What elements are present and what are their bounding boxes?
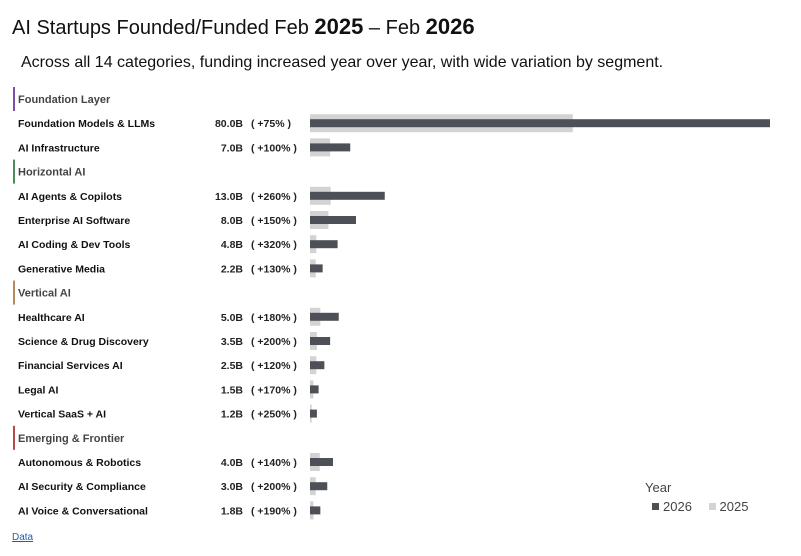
legend: Year 2026 2025 bbox=[645, 480, 754, 514]
change-label-financial-services-ai: ( +120% ) bbox=[251, 360, 297, 372]
value-label-ai-agents-copilots: 13.0B bbox=[215, 191, 243, 203]
value-label-ai-voice-conversational: 1.8B bbox=[221, 505, 244, 517]
category-label-foundation-models-llms: Foundation Models & LLMs bbox=[18, 118, 155, 130]
change-label-ai-voice-conversational: ( +190% ) bbox=[251, 505, 297, 517]
category-label-ai-agents-copilots: AI Agents & Copilots bbox=[18, 191, 122, 203]
change-label-legal-ai: ( +170% ) bbox=[251, 384, 297, 396]
category-label-enterprise-ai-software: Enterprise AI Software bbox=[18, 215, 130, 227]
change-label-ai-agents-copilots: ( +260% ) bbox=[251, 191, 297, 203]
bar-2026-healthcare-ai[interactable] bbox=[310, 312, 339, 321]
chart-title: AI Startups Founded/Funded Feb 2025 – Fe… bbox=[12, 14, 475, 40]
value-label-financial-services-ai: 2.5B bbox=[221, 360, 244, 372]
value-label-science-drug-discovery: 3.5B bbox=[221, 336, 244, 348]
bar-2026-ai-agents-copilots[interactable] bbox=[310, 191, 385, 200]
value-label-autonomous-robotics: 4.0B bbox=[221, 457, 244, 469]
bar-2026-generative-media[interactable] bbox=[310, 264, 323, 273]
title-year-end: 2026 bbox=[425, 14, 475, 39]
category-label-generative-media: Generative Media bbox=[18, 263, 105, 275]
legend-label-2026: 2026 bbox=[663, 499, 692, 514]
value-label-vertical-saas-ai: 1.2B bbox=[221, 409, 244, 421]
group-label-horizontal-ai: Horizontal AI bbox=[18, 167, 85, 179]
category-label-financial-services-ai: Financial Services AI bbox=[18, 360, 123, 372]
bar-2026-ai-voice-conversational[interactable] bbox=[310, 506, 321, 515]
change-label-healthcare-ai: ( +180% ) bbox=[251, 312, 297, 324]
value-label-enterprise-ai-software: 8.0B bbox=[221, 215, 244, 227]
category-label-ai-security-compliance: AI Security & Compliance bbox=[18, 481, 146, 493]
category-label-ai-infrastructure: AI Infrastructure bbox=[18, 142, 100, 154]
change-label-enterprise-ai-software: ( +150% ) bbox=[251, 215, 297, 227]
legend-item-2025[interactable]: 2025 bbox=[708, 499, 749, 514]
change-label-foundation-models-llms: ( +75% ) bbox=[251, 118, 291, 130]
data-link[interactable]: Data bbox=[12, 532, 34, 543]
change-label-ai-coding-dev-tools: ( +320% ) bbox=[251, 239, 297, 251]
group-marker-foundation-layer bbox=[13, 87, 15, 111]
change-label-vertical-saas-ai: ( +250% ) bbox=[251, 409, 297, 421]
title-prefix: AI Startups Founded/Funded Feb bbox=[12, 17, 315, 39]
value-label-foundation-models-llms: 80.0B bbox=[215, 118, 243, 130]
value-label-ai-infrastructure: 7.0B bbox=[221, 142, 244, 154]
chart-subtitle: Across all 14 categories, funding increa… bbox=[21, 54, 664, 71]
group-label-vertical-ai: Vertical AI bbox=[18, 288, 71, 300]
category-label-autonomous-robotics: Autonomous & Robotics bbox=[18, 457, 141, 469]
title-mid: – Feb bbox=[363, 17, 426, 39]
bar-2026-financial-services-ai[interactable] bbox=[310, 361, 325, 370]
legend-label-2025: 2025 bbox=[719, 499, 749, 514]
category-label-healthcare-ai: Healthcare AI bbox=[18, 312, 85, 324]
bar-2026-foundation-models-llms[interactable] bbox=[310, 119, 770, 128]
bar-2026-autonomous-robotics[interactable] bbox=[310, 458, 333, 466]
category-label-vertical-saas-ai: Vertical SaaS + AI bbox=[18, 409, 106, 421]
bar-2026-enterprise-ai-software[interactable] bbox=[310, 216, 356, 224]
bar-2026-science-drug-discovery[interactable] bbox=[310, 337, 331, 345]
bar-2026-vertical-saas-ai[interactable] bbox=[310, 409, 317, 418]
legend-swatch-2026 bbox=[652, 503, 659, 510]
category-label-science-drug-discovery: Science & Drug Discovery bbox=[18, 336, 149, 348]
bar-2026-ai-infrastructure[interactable] bbox=[310, 143, 351, 152]
category-label-ai-coding-dev-tools: AI Coding & Dev Tools bbox=[18, 239, 131, 251]
value-label-ai-coding-dev-tools: 4.8B bbox=[221, 239, 244, 251]
bar-2026-legal-ai[interactable] bbox=[310, 385, 319, 394]
group-marker-horizontal-ai bbox=[13, 159, 15, 184]
change-label-generative-media: ( +130% ) bbox=[251, 263, 297, 275]
change-label-ai-security-compliance: ( +200% ) bbox=[251, 481, 297, 493]
category-label-ai-voice-conversational: AI Voice & Conversational bbox=[18, 505, 148, 517]
bar-2026-ai-coding-dev-tools[interactable] bbox=[310, 240, 338, 249]
legend-title: Year bbox=[645, 480, 672, 495]
change-label-ai-infrastructure: ( +100% ) bbox=[251, 142, 297, 154]
category-label-legal-ai: Legal AI bbox=[18, 384, 59, 396]
value-label-ai-security-compliance: 3.0B bbox=[221, 481, 244, 493]
bar-2026-ai-security-compliance[interactable] bbox=[310, 482, 328, 491]
change-label-autonomous-robotics: ( +140% ) bbox=[251, 457, 297, 469]
group-label-foundation-layer: Foundation Layer bbox=[18, 94, 111, 106]
value-label-generative-media: 2.2B bbox=[221, 263, 244, 275]
group-label-emerging-frontier: Emerging & Frontier bbox=[18, 433, 125, 445]
group-marker-emerging-frontier bbox=[13, 425, 15, 450]
value-label-legal-ai: 1.5B bbox=[221, 384, 244, 396]
title-year-start: 2025 bbox=[314, 14, 364, 39]
value-label-healthcare-ai: 5.0B bbox=[221, 312, 244, 324]
change-label-science-drug-discovery: ( +200% ) bbox=[251, 336, 297, 348]
group-marker-vertical-ai bbox=[13, 280, 15, 305]
legend-item-2026[interactable]: 2026 bbox=[652, 499, 692, 514]
legend-swatch-2025 bbox=[708, 503, 716, 510]
